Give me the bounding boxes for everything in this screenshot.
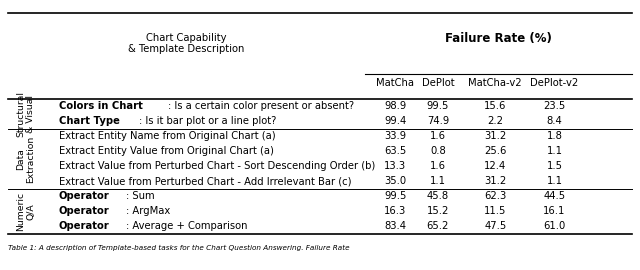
Text: 99.5: 99.5 [427,102,449,112]
Text: Failure Rate (%): Failure Rate (%) [445,32,552,45]
Text: 1.5: 1.5 [547,161,563,171]
Text: DePlot: DePlot [422,78,454,88]
Text: 16.1: 16.1 [543,206,566,216]
Text: Extract Value from Perturbed Chart - Add Irrelevant Bar (c): Extract Value from Perturbed Chart - Add… [59,176,351,186]
Text: Extract Value from Perturbed Chart - Sort Descending Order (b): Extract Value from Perturbed Chart - Sor… [59,161,375,171]
Text: 11.5: 11.5 [484,206,506,216]
Text: 16.3: 16.3 [384,206,406,216]
Text: 13.3: 13.3 [384,161,406,171]
Text: 1.8: 1.8 [547,131,563,141]
Text: 23.5: 23.5 [543,102,566,112]
Text: 1.6: 1.6 [430,131,446,141]
Text: 99.4: 99.4 [384,116,406,126]
Text: 44.5: 44.5 [543,191,566,201]
Text: Operator: Operator [59,206,109,216]
Text: 35.0: 35.0 [384,176,406,186]
Text: Table 1: A description of Template-based tasks for the Chart Question Answering.: Table 1: A description of Template-based… [8,245,349,251]
Text: 1.1: 1.1 [547,146,563,156]
Text: 47.5: 47.5 [484,221,506,231]
Text: Extract Entity Value from Original Chart (a): Extract Entity Value from Original Chart… [59,146,274,156]
Text: 1.1: 1.1 [430,176,446,186]
Text: 31.2: 31.2 [484,176,506,186]
Text: Operator: Operator [59,221,109,231]
Text: MatCha-v2: MatCha-v2 [468,78,522,88]
Text: Colors in Chart: Colors in Chart [59,102,143,112]
Text: : Average + Comparison: : Average + Comparison [126,221,247,231]
Text: 0.8: 0.8 [430,146,446,156]
Text: Chart Type: Chart Type [59,116,120,126]
Text: 61.0: 61.0 [543,221,566,231]
Text: Numeric
Q/A: Numeric Q/A [16,192,35,231]
Text: 63.5: 63.5 [384,146,406,156]
Text: DePlot-v2: DePlot-v2 [531,78,579,88]
Text: 1.1: 1.1 [547,176,563,186]
Text: 1.6: 1.6 [430,161,446,171]
Text: : Sum: : Sum [126,191,154,201]
Text: 31.2: 31.2 [484,131,506,141]
Text: 98.9: 98.9 [384,102,406,112]
Text: : Is it bar plot or a line plot?: : Is it bar plot or a line plot? [139,116,276,126]
Text: 15.6: 15.6 [484,102,506,112]
Text: 12.4: 12.4 [484,161,506,171]
Text: 15.2: 15.2 [427,206,449,216]
Text: : Is a certain color present or absent?: : Is a certain color present or absent? [168,102,355,112]
Text: 74.9: 74.9 [427,116,449,126]
Text: 33.9: 33.9 [384,131,406,141]
Text: Extract Entity Name from Original Chart (a): Extract Entity Name from Original Chart … [59,131,275,141]
Text: 99.5: 99.5 [384,191,406,201]
Text: 62.3: 62.3 [484,191,506,201]
Text: 65.2: 65.2 [427,221,449,231]
Text: 25.6: 25.6 [484,146,506,156]
Text: 83.4: 83.4 [384,221,406,231]
Text: 2.2: 2.2 [487,116,503,126]
Text: Structural
& Visual: Structural & Visual [16,91,35,137]
Text: Operator: Operator [59,191,109,201]
Text: Chart Capability
& Template Description: Chart Capability & Template Description [128,33,244,54]
Text: 8.4: 8.4 [547,116,563,126]
Text: 45.8: 45.8 [427,191,449,201]
Text: MatCha: MatCha [376,78,414,88]
Text: : ArgMax: : ArgMax [126,206,170,216]
Text: Data
Extraction: Data Extraction [16,135,35,183]
